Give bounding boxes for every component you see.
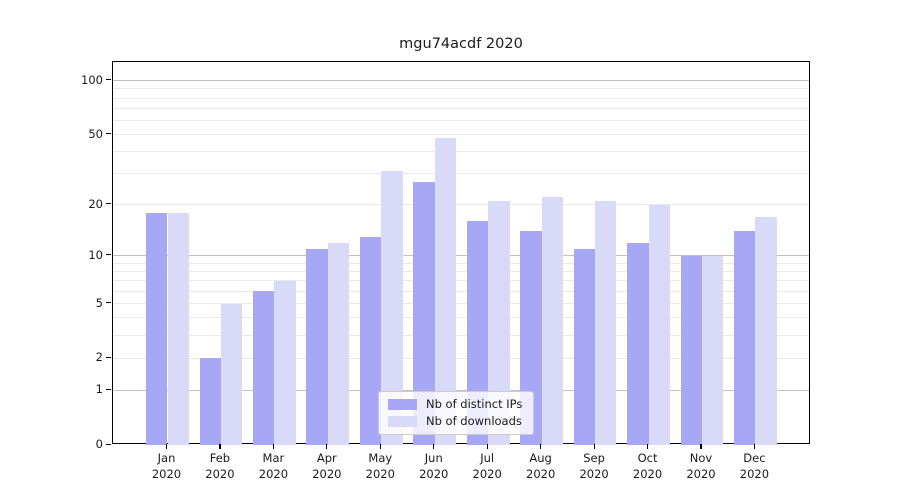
legend-label-nb-of-distinct-ips: Nb of distinct IPs [426, 397, 523, 411]
y-gridline-minor [113, 290, 809, 292]
y-gridline-major [113, 389, 809, 391]
x-tick [753, 444, 756, 449]
x-tick-label: Aug 2020 [526, 451, 556, 481]
x-tick [540, 444, 542, 449]
y-gridline-minor [113, 120, 809, 121]
y-gridline-minor [113, 357, 809, 359]
x-tick [486, 444, 488, 449]
x-tick-label: Mar 2020 [258, 451, 289, 481]
y-gridline-minor [113, 108, 809, 110]
bar-nb-of-distinct-ips [734, 231, 756, 445]
y-tick-label: 1 [95, 382, 103, 397]
bar-nb-of-distinct-ips [306, 248, 328, 445]
y-tick-label: 0 [95, 437, 103, 451]
x-tick [326, 444, 328, 449]
bar-nb-of-downloads [327, 242, 350, 445]
x-tick [646, 444, 649, 449]
bar-nb-of-downloads [595, 201, 617, 445]
bar-nb-of-downloads [541, 197, 564, 445]
y-tick-label: 20 [88, 196, 103, 211]
bar-nb-of-downloads [274, 280, 296, 445]
x-tick [700, 444, 702, 449]
y-gridline-minor [113, 88, 809, 90]
y-gridline-minor [113, 173, 809, 175]
bar-nb-of-downloads [220, 303, 243, 445]
x-tick [593, 444, 595, 449]
y-gridline-minor [113, 151, 809, 153]
bar-nb-of-distinct-ips [359, 236, 382, 445]
y-tick [106, 79, 111, 81]
x-tick-label: Oct 2020 [632, 451, 663, 481]
y-gridline-minor [113, 317, 809, 319]
bar-nb-of-downloads [755, 216, 777, 445]
bar-nb-of-distinct-ips [253, 291, 275, 445]
chart-title: mgu74acdf 2020 [399, 36, 523, 52]
legend: Nb of distinct IPs Nb of downloads [378, 391, 535, 435]
y-gridline-minor [113, 271, 809, 273]
y-gridline-minor [113, 303, 809, 305]
x-tick-label: Sep 2020 [579, 451, 609, 481]
bar-nb-of-distinct-ips [199, 358, 221, 445]
y-gridline-major [113, 80, 809, 82]
x-tick-label: Jun 2020 [419, 451, 449, 481]
bar-nb-of-downloads [434, 137, 457, 445]
y-gridline-minor [113, 204, 809, 206]
bar-nb-of-downloads [488, 201, 510, 445]
x-tick-label: Nov 2020 [686, 451, 716, 481]
y-tick-label: 100 [81, 72, 103, 87]
y-gridline-major [113, 255, 809, 257]
y-tick-label: 50 [88, 126, 103, 141]
y-gridline-minor [113, 280, 809, 282]
y-tick-label: 5 [95, 295, 103, 310]
bar-nb-of-distinct-ips [466, 221, 489, 445]
x-tick-label: May 2020 [365, 451, 395, 481]
y-tick [106, 133, 111, 135]
x-tick-label: Dec 2020 [739, 451, 770, 481]
bar-nb-of-distinct-ips [680, 255, 702, 445]
legend-item-nb-of-downloads: Nb of downloads [388, 414, 522, 428]
y-tick [106, 356, 111, 358]
bar-nb-of-downloads [648, 204, 670, 445]
y-gridline-minor [113, 134, 809, 136]
y-tick [106, 443, 111, 445]
plot-area [112, 61, 810, 445]
bar-nb-of-distinct-ips [573, 248, 596, 445]
y-tick [106, 388, 111, 390]
x-tick-label: Jan 2020 [151, 451, 182, 481]
x-tick-label: Jul 2020 [472, 451, 502, 481]
y-tick [106, 203, 111, 205]
y-tick-label: 10 [88, 247, 103, 262]
x-tick-label: Feb 2020 [205, 451, 235, 481]
legend-swatch-nb-of-downloads [388, 415, 417, 427]
bar-nb-of-distinct-ips [146, 212, 168, 445]
y-gridline-minor [113, 97, 809, 99]
y-gridline-minor [113, 335, 809, 337]
bar-nb-of-downloads [702, 255, 724, 445]
legend-label-nb-of-downloads: Nb of downloads [426, 414, 522, 428]
bar-nb-of-distinct-ips [413, 181, 435, 445]
legend-swatch-nb-of-distinct-ips [388, 398, 417, 410]
y-tick [106, 302, 111, 304]
x-tick [165, 444, 168, 449]
y-gridline-minor [113, 262, 809, 264]
bar-nb-of-downloads [167, 212, 189, 445]
x-tick [433, 444, 435, 449]
legend-item-nb-of-distinct-ips: Nb of distinct IPs [388, 397, 522, 411]
y-tick [106, 254, 111, 256]
x-tick [272, 444, 274, 449]
bar-nb-of-distinct-ips [627, 242, 649, 445]
x-tick-label: Apr 2020 [312, 451, 342, 481]
y-tick-label: 2 [95, 350, 103, 365]
bar-nb-of-downloads [381, 171, 403, 445]
x-tick [379, 444, 381, 449]
x-tick [219, 444, 221, 449]
